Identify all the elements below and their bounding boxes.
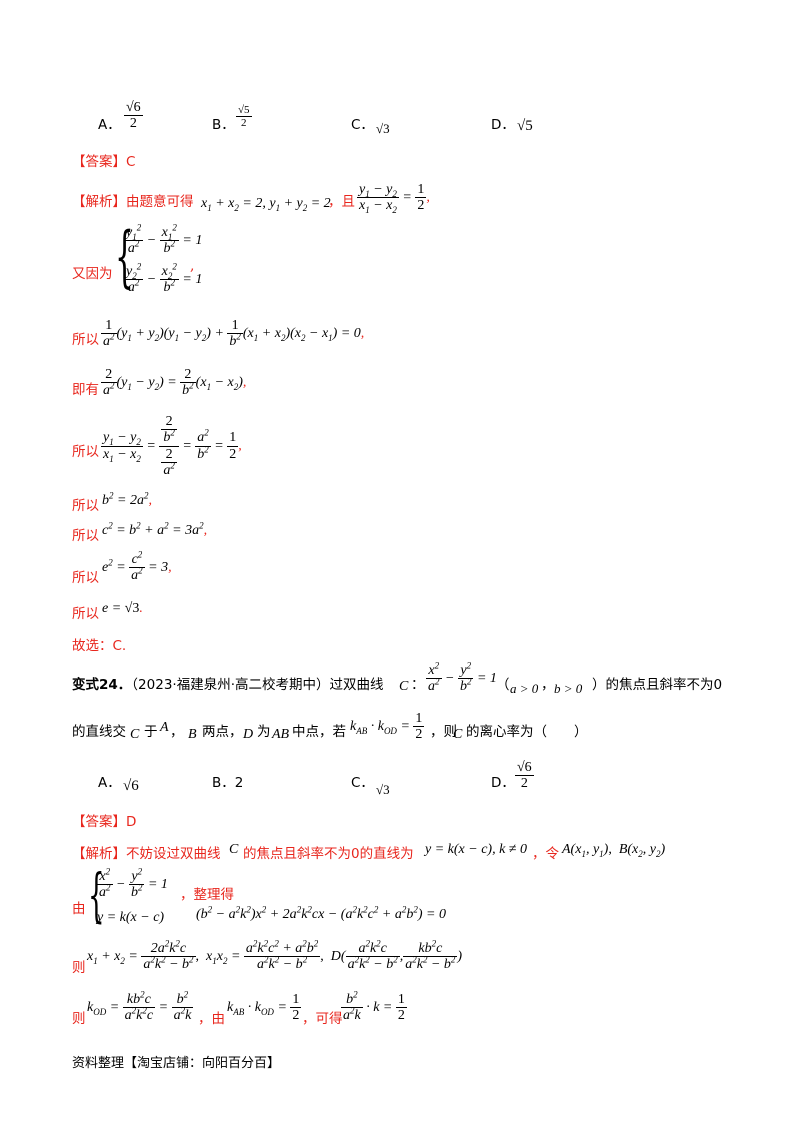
option-d-value: √5: [517, 118, 533, 134]
choose-line: 故选：C.: [72, 638, 127, 654]
variant-label: 变式24．: [72, 677, 132, 693]
eq-subtract: 1 a2 (y1 + y2)(y1 − y2) + 1 b2 (x1 + x2)(x2 …: [101, 318, 365, 350]
analysis-intro: 由题意可得: [126, 194, 194, 210]
option-b-label: B．: [212, 117, 235, 133]
v-vieta: x1 + x2 = 2a2k2c a2k2 − b2, x1x2 = a2k2c2…: [87, 938, 463, 973]
v-system-eq-1: x2 a2 − y2 b2 = 1: [97, 866, 168, 901]
line2-ecc: 的离心率为（ ）: [466, 724, 588, 740]
line2-wei: 为: [257, 724, 271, 740]
eq-c2: c2 = b2 + a2 = 3a2,: [102, 520, 208, 538]
v-system-eq-2: y = k(x − c): [97, 910, 165, 925]
option-b: B．: [212, 113, 235, 133]
line2-ab: AB: [272, 727, 290, 742]
eq-ie: 2 a2 (y1 − y2) = 2 b2 (x1 − x2),: [101, 367, 247, 399]
line2-mid: 中点，若: [292, 724, 346, 740]
system-comma: ,: [190, 258, 195, 274]
system-eq-2: y22 a2 − x22 b2 = 1: [124, 261, 203, 296]
option-c-label: C．: [351, 117, 374, 133]
v-answer-line: 【答案】D: [72, 810, 136, 830]
so-label-1: 所以: [72, 332, 99, 348]
v-line-eq: y = k(x − c), k ≠ 0: [425, 842, 527, 857]
v-option-d-value: √6 2: [515, 760, 534, 792]
line2-points: 两点，: [202, 724, 243, 740]
option-a-label: A．: [98, 117, 121, 133]
v-analysis-line-1: 【解析】不妨设过双曲线: [72, 846, 221, 862]
line2-b: B: [188, 727, 197, 742]
v-by2: ，由: [198, 1011, 225, 1027]
cond-a: a > 0: [510, 681, 539, 696]
option-a: A．: [98, 113, 121, 133]
option-c-value: √3: [376, 121, 390, 136]
hyperbola-eq: x2 a2 − y2 b2 = 1: [426, 660, 497, 695]
v-analysis-c: C: [229, 842, 239, 857]
line2-comma: ，: [170, 724, 184, 740]
v-option-a: A．: [98, 775, 121, 791]
so-label-6: 所以: [72, 606, 99, 622]
so-label-5: 所以: [72, 570, 99, 586]
again-label: 又因为: [72, 266, 113, 282]
system-eq-1: y12 a2 − x12 b2 = 1: [124, 222, 203, 257]
variant-source: （2023·福建泉州·高二校考期中）过双曲线: [131, 677, 384, 693]
so-label-3: 所以: [72, 498, 99, 514]
v-option-c: C．: [351, 775, 374, 791]
answer-label: 【答案】: [72, 154, 126, 170]
cond-b: b > 0: [554, 681, 583, 696]
option-d: D．: [491, 113, 515, 133]
system-brace-1: {: [115, 218, 134, 295]
v-quadratic: (b2 − a2k2)x2 + 2a2k2cx − (a2k2c2 + a2b2…: [196, 904, 446, 922]
cond-comma: ，: [541, 677, 555, 693]
analysis-line-1: 【解析】由题意可得: [72, 190, 194, 210]
answer-value: C: [126, 154, 136, 170]
system-brace-2: {: [88, 861, 105, 929]
v-option-d: D．: [491, 775, 515, 791]
eq-e: e = √3.: [102, 601, 143, 616]
v-answer-label: 【答案】: [72, 814, 126, 830]
line2-c: C: [130, 727, 140, 742]
v-by-label: 由: [72, 901, 86, 917]
analysis-also: ，且: [328, 194, 355, 210]
v-let: ，令: [532, 846, 559, 862]
v-option-a-value: √6: [123, 778, 139, 794]
so-label-4: 所以: [72, 528, 99, 544]
line2-then: ，则: [430, 724, 457, 740]
so-label-2: 所以: [72, 444, 99, 460]
option-b-value: √5 2: [236, 104, 252, 130]
line2-c2: C: [453, 727, 463, 742]
v-option-c-value: √3: [376, 782, 390, 797]
line2-yu: 于: [144, 724, 158, 740]
v-then-label-2: 则: [72, 1011, 86, 1027]
eq-e2: e2 = c2 a2 = 3,: [102, 549, 172, 584]
ie-label: 即有: [72, 382, 99, 398]
option-c: C．: [351, 113, 374, 133]
v-answer-value: D: [126, 814, 137, 830]
variant-line-2: 的直线交: [72, 724, 126, 740]
variant-after-eq: ）的焦点且斜率不为0: [592, 677, 723, 693]
option-d-label: D．: [491, 117, 515, 133]
colon: ：: [411, 677, 425, 693]
line2-a: A: [160, 720, 169, 735]
line2-d: D: [243, 727, 254, 742]
paren-open: （: [496, 677, 510, 693]
curve-c: C: [399, 679, 409, 694]
v-kod: kOD = kb2c a2k2c = b2 a2k: [87, 989, 194, 1024]
eq-b2: b2 = 2a2,: [102, 490, 152, 508]
answer-line: 【答案】C: [72, 150, 135, 170]
v-point-a: A(x1, y1), B(x2, y2): [562, 842, 666, 859]
v-option-b: B．2: [212, 775, 244, 791]
v-get: ，可得: [302, 1011, 343, 1027]
v-arrange: ，整理得: [180, 887, 234, 903]
analysis-label: 【解析】: [72, 194, 126, 210]
eq-sum: x1 + x2 = 2, y1 + y2 = 2: [201, 196, 331, 213]
footer-text: 资料整理【淘宝店铺：向阳百分百】: [72, 1056, 281, 1071]
v-analysis-text2: 的焦点且斜率不为0的直线为: [243, 846, 414, 862]
variant-line-1: 变式24．（2023·福建泉州·高二校考期中）过双曲线: [72, 673, 384, 693]
option-a-value: √6 2: [124, 100, 143, 132]
v-then-label-1: 则: [72, 960, 86, 976]
